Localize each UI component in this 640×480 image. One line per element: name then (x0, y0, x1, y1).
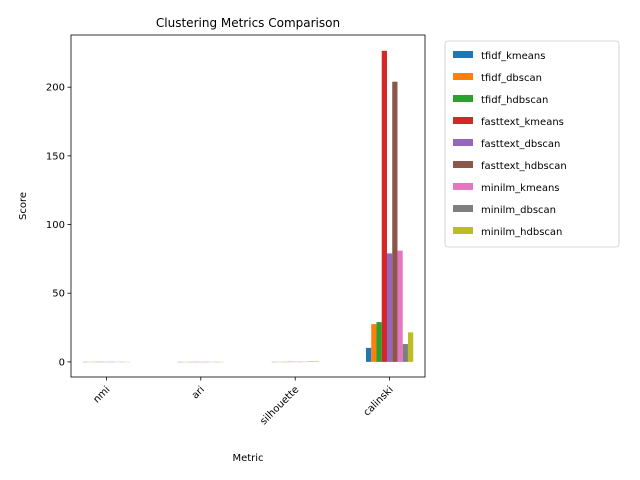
legend-label-tfidf_kmeans: tfidf_kmeans (481, 51, 545, 62)
y-tick-label: 150 (46, 151, 65, 162)
legend-swatch-tfidf_kmeans (453, 51, 473, 58)
x-tick-label-calinski: calinski (362, 384, 396, 418)
y-axis: 0 50 100 150 200 (46, 83, 71, 368)
bar-minilm_hdbscan-silhouette (313, 361, 319, 362)
y-axis-label: Score (18, 192, 29, 220)
x-tick-label-silhouette: silhouette (258, 384, 301, 427)
bar-minilm_hdbscan-calinski (407, 332, 414, 362)
x-axis: nmi ari silhouette calinski (91, 377, 396, 427)
legend-swatch-minilm_hdbscan (453, 227, 473, 234)
legend-label-tfidf_hdbscan: tfidf_hdbscan (481, 95, 548, 106)
y-tick-label: 0 (59, 357, 65, 368)
y-tick-label: 100 (46, 220, 65, 231)
legend-swatch-fasttext_kmeans (453, 117, 473, 124)
legend-frame (444, 40, 620, 248)
bars-group (82, 50, 414, 363)
legend-swatch-tfidf_dbscan (453, 73, 473, 80)
legend-swatch-fasttext_dbscan (453, 139, 473, 146)
legend-label-fasttext_hdbscan: fasttext_hdbscan (481, 161, 567, 172)
legend-swatch-tfidf_hdbscan (453, 95, 473, 102)
x-axis-label: Metric (232, 453, 263, 464)
x-tick-label-nmi: nmi (91, 384, 112, 405)
legend-label-fasttext_dbscan: fasttext_dbscan (481, 139, 560, 150)
legend-label-minilm_hdbscan: minilm_hdbscan (481, 227, 562, 238)
legend: tfidf_kmeans tfidf_dbscan tfidf_hdbscanfas… (444, 40, 620, 248)
legend-label-fasttext_kmeans: fasttext_kmeans (481, 117, 564, 128)
bar-tfidf_hdbscan-calinski (376, 322, 382, 362)
bar-tfidf_kmeans-calinski (366, 347, 372, 362)
x-tick-label-ari: ari (190, 384, 207, 401)
legend-swatch-minilm_kmeans (453, 183, 473, 190)
bar-minilm_dbscan-calinski (402, 344, 408, 362)
bar-minilm_kmeans-calinski (397, 250, 403, 362)
legend-label-tfidf_dbscan: tfidf_dbscan (481, 73, 542, 84)
y-tick-label: 50 (52, 289, 65, 300)
bar-fasttext_kmeans-calinski (381, 50, 387, 362)
bar-fasttext_dbscan-calinski (386, 253, 393, 362)
plot-frame (70, 34, 426, 378)
bar-fasttext_hdbscan-calinski (392, 81, 398, 362)
legend-label-minilm_dbscan: minilm_dbscan (481, 205, 556, 216)
chart-title: Clustering Metrics Comparison (156, 16, 340, 30)
y-tick-label: 200 (46, 83, 65, 94)
legend-swatch-minilm_dbscan (453, 205, 473, 212)
bar-tfidf_dbscan-calinski (371, 324, 377, 362)
legend-swatch-fasttext_hdbscan (453, 161, 473, 168)
legend-label-minilm_kmeans: minilm_kmeans (481, 183, 560, 194)
